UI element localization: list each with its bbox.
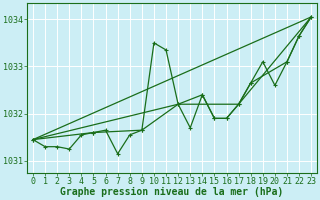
X-axis label: Graphe pression niveau de la mer (hPa): Graphe pression niveau de la mer (hPa) [60, 187, 284, 197]
